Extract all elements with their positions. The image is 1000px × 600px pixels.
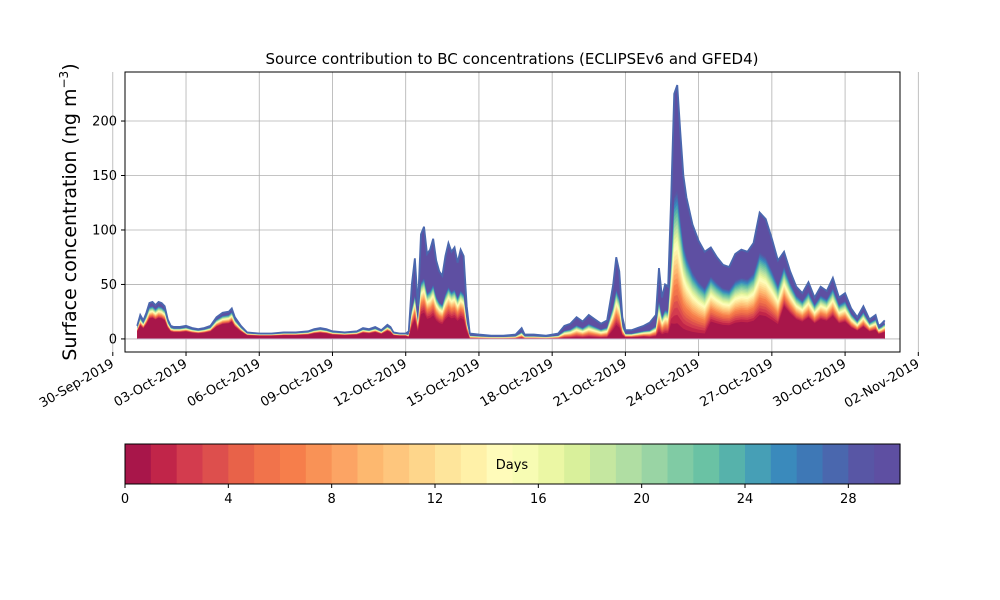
colorbar-tick-label: 28 [840, 492, 857, 507]
plot-frame [124, 71, 901, 353]
colorbar-segment [409, 444, 436, 484]
area-band-day-29 [137, 85, 885, 339]
colorbar-segment [719, 444, 746, 484]
area-band-day-1 [137, 303, 885, 339]
colorbar-segment [512, 444, 539, 484]
colorbar-segment [745, 444, 772, 484]
colorbar-segment [125, 444, 152, 484]
colorbar-frame [124, 443, 901, 485]
colorbar-tick-label: 4 [224, 492, 232, 507]
colorbar-segment [228, 444, 255, 484]
colorbar-segment [331, 444, 359, 484]
x-tick-label: 03-Oct-2019 [112, 356, 190, 410]
x-tick-label: 15-Oct-2019 [405, 356, 483, 410]
x-tick-label: 30-Sep-2019 [37, 356, 117, 411]
colorbar-segment [202, 444, 229, 484]
colorbar-segment [486, 444, 514, 484]
colorbar [125, 444, 901, 484]
y-tick-label: 0 [109, 332, 117, 347]
x-tick-label: 30-Oct-2019 [771, 356, 849, 410]
colorbar-segment [150, 444, 178, 484]
colorbar-tick-label: 12 [427, 492, 444, 507]
total-series-line [136, 84, 886, 337]
colorbar-tick-label: 20 [633, 492, 650, 507]
colorbar-label: Days [496, 458, 529, 473]
colorbar-segment [641, 444, 669, 484]
y-axis-label-main: Surface concentration (ng m [59, 89, 81, 361]
colorbar-segment [770, 444, 798, 484]
colorbar-segment [280, 444, 307, 484]
colorbar-segment [796, 444, 824, 484]
colorbar-segment [305, 444, 333, 484]
colorbar-segment [848, 444, 875, 484]
x-tick-label: 27-Oct-2019 [697, 356, 775, 410]
area-band-day-0 [137, 305, 885, 339]
y-tick-label: 200 [92, 115, 117, 130]
colorbar-segment [615, 444, 643, 484]
colorbar-segment [693, 444, 720, 484]
x-tick-label: 24-Oct-2019 [624, 356, 702, 410]
colorbar-segment [254, 444, 281, 484]
y-axis-ticks: 0 50 100 150 200 [92, 115, 125, 347]
colorbar-tick-label: 16 [530, 492, 547, 507]
colorbar-segment [435, 444, 462, 484]
y-tick-label: 100 [92, 223, 117, 238]
x-tick-label: 06-Oct-2019 [185, 356, 263, 410]
colorbar-segment [590, 444, 617, 484]
y-axis-label-exponent: −3 [57, 71, 71, 89]
x-tick-label: 02-Nov-2019 [842, 356, 922, 411]
colorbar-segment [176, 444, 204, 484]
colorbar-segment [822, 444, 849, 484]
colorbar-segment [564, 444, 591, 484]
y-axis-label-close: ) [59, 63, 81, 70]
x-axis-ticks: 30-Sep-201903-Oct-201906-Oct-201909-Oct-… [37, 352, 922, 411]
x-tick-label: 12-Oct-2019 [331, 356, 409, 410]
y-axis-label: Surface concentration (ng m−3) [57, 63, 81, 360]
x-tick-label: 21-Oct-2019 [551, 356, 629, 410]
y-tick-label: 150 [92, 169, 117, 184]
colorbar-segment [357, 444, 384, 484]
colorbar-tick-label: 8 [328, 492, 336, 507]
colorbar-segment [667, 444, 694, 484]
x-tick-label: 18-Oct-2019 [478, 356, 556, 410]
colorbar-segment [460, 444, 488, 484]
colorbar-segment [874, 444, 901, 484]
colorbar-segment [538, 444, 565, 484]
area-layers [136, 84, 886, 340]
grid [112, 72, 919, 352]
y-tick-label: 50 [100, 278, 117, 293]
x-tick-label: 09-Oct-2019 [258, 356, 336, 410]
colorbar-tick-label: 24 [737, 492, 754, 507]
colorbar-segment [383, 444, 410, 484]
chart-title: Source contribution to BC concentrations… [265, 50, 758, 68]
colorbar-ticks: 0 4 8 12 16 20 24 28 [121, 484, 857, 507]
colorbar-tick-label: 0 [121, 492, 129, 507]
